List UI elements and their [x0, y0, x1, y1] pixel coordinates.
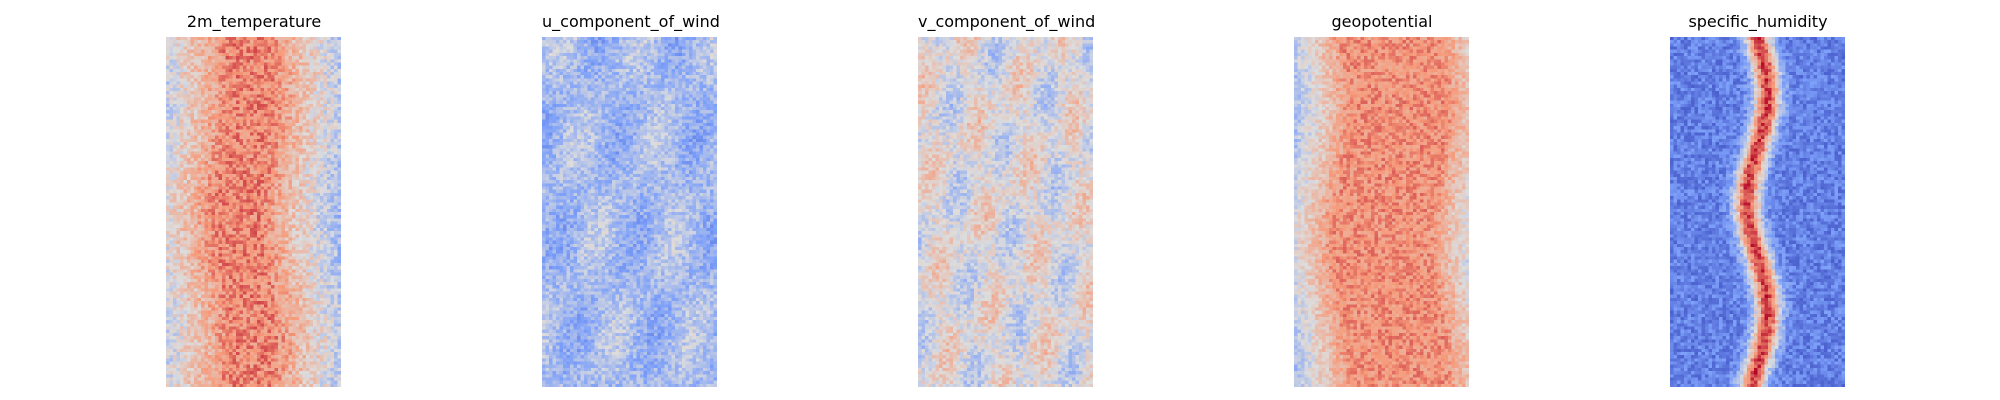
panel-title-specific-humidity: specific_humidity: [1670, 12, 1846, 31]
heatmap-u-component-of-wind: [542, 37, 717, 387]
heatmap-geopotential: [1294, 37, 1469, 387]
panel-title-u-component-of-wind: u_component_of_wind: [542, 12, 718, 31]
heatmap-2m-temperature: [166, 37, 341, 387]
panel-title-v-component-of-wind: v_component_of_wind: [918, 12, 1094, 31]
heatmap-specific-humidity: [1670, 37, 1845, 387]
panel-title-geopotential: geopotential: [1294, 12, 1470, 31]
heatmap-v-component-of-wind: [918, 37, 1093, 387]
panel-title-2m-temperature: 2m_temperature: [166, 12, 342, 31]
